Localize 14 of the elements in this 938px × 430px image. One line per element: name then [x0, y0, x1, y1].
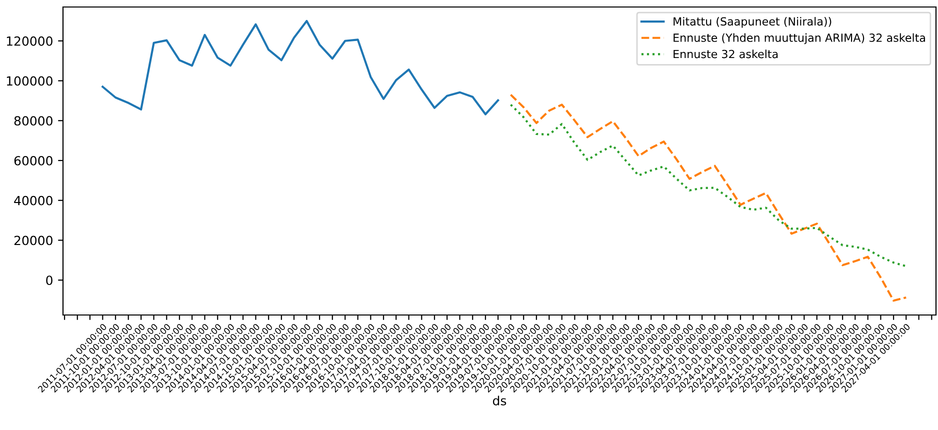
line-series [102, 20, 500, 116]
line-series [510, 104, 908, 268]
y-tick-label: 80000 [14, 116, 52, 126]
legend-label: Mitattu (Saapuneet (Niirala)) [674, 17, 832, 28]
y-tick-label: 60000 [14, 156, 52, 166]
legend-label: Ennuste 32 askelta [674, 50, 778, 58]
y-tick-label: 40000 [14, 196, 52, 206]
legend-label: Ennuste (Yhden muuttujan ARIMA) 32 askelta [674, 33, 925, 44]
x-axis-title: ds [492, 396, 506, 406]
y-tick-label: 120000 [6, 36, 52, 46]
line-series [510, 94, 908, 302]
y-tick-label: 100000 [6, 76, 52, 86]
y-tick-label: 0 [46, 276, 52, 286]
y-tick-label: 20000 [14, 236, 52, 246]
